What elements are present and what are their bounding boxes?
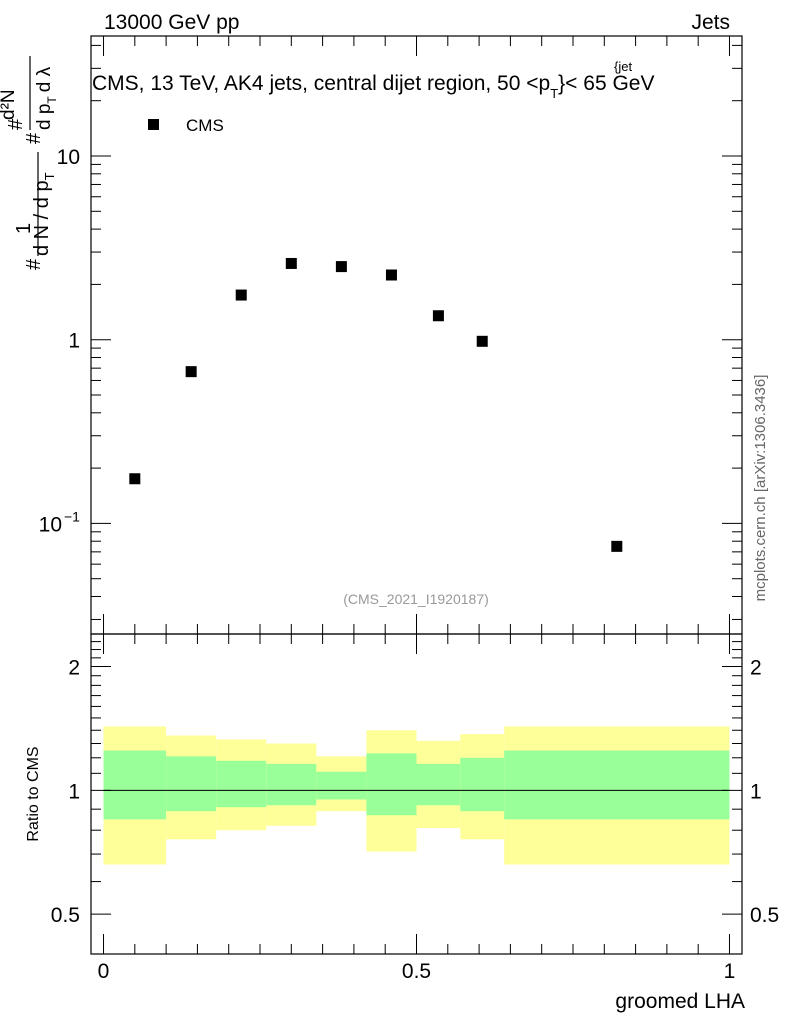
data-point [129, 473, 141, 485]
inner-band-bin [216, 760, 267, 808]
data-point [611, 540, 623, 552]
ratio-y-tick-label-right: 1 [750, 780, 762, 803]
main-y-tick-label: 1 [68, 330, 80, 353]
category-label: Jets [691, 11, 730, 34]
data-point [285, 257, 297, 269]
data-point [385, 269, 397, 281]
svg-text:#: # [5, 118, 27, 130]
ratio-y-tick-label-right: 2 [750, 657, 762, 680]
main-y-tick-label: 10 [39, 513, 62, 536]
x-axis-label: groomed LHA [615, 990, 745, 1013]
data-point [185, 366, 197, 378]
svg-text:#: # [23, 258, 45, 270]
main-axis-ticks [91, 36, 742, 634]
main-y-tick-label: 10 [57, 146, 80, 169]
ratio-y-tick-label-left: 1 [68, 780, 80, 803]
inner-band-bin [366, 753, 417, 816]
inner-band-bin [416, 763, 461, 806]
energy-label: 13000 GeV pp [104, 11, 239, 34]
ratio-y-tick-labels: 0.5 0.5 1 1 2 2 [51, 657, 779, 928]
x-tick-labels: 0 0.5 1 [98, 960, 736, 983]
analysis-watermark: (CMS_2021_I1920187) [343, 591, 489, 607]
x-tick-label: 1 [724, 960, 736, 983]
legend-marker-cms [148, 119, 159, 130]
ratio-y-tick-label-right: 0.5 [750, 904, 779, 927]
main-data-points [129, 257, 623, 552]
ratio-y-tick-label-left: 2 [68, 657, 80, 680]
svg-text:d pTd λ: d pTd λ [34, 66, 59, 130]
svg-text:d²N: d²N [0, 89, 19, 120]
inner-band-bin [266, 763, 317, 806]
main-y-axis-label: # 1 d N / d pT # # d²N d pTd λ [0, 56, 59, 270]
inner-band-bin [504, 750, 730, 820]
svg-text:d N / d pT: d N / d pT [31, 172, 57, 256]
ratio-y-axis-label: Ratio to CMS [25, 746, 42, 841]
ratio-uncertainty-bands [103, 726, 730, 865]
x-tick-label: 0.5 [402, 960, 431, 983]
ratio-axis-ticks [91, 633, 742, 955]
plot-title: CMS, 13 TeV, AK4 jets, central dijet reg… [92, 72, 654, 101]
legend-label-cms: CMS [186, 116, 224, 135]
svg-text:1: 1 [13, 223, 35, 234]
x-tick-label: 0 [98, 960, 110, 983]
ratio-y-tick-label-left: 0.5 [51, 904, 80, 927]
plot-title-superscript: {jet [614, 59, 632, 74]
svg-text:#: # [23, 132, 45, 144]
inner-band-bin [103, 750, 167, 820]
inner-band-bin [166, 756, 217, 812]
side-source-label: mcplots.cern.ch [arXiv:1306.3436] [752, 375, 769, 602]
data-point [432, 310, 444, 322]
inner-band-bin [460, 757, 505, 812]
inner-band-bin [316, 771, 367, 800]
data-point [335, 261, 347, 273]
data-point [235, 289, 247, 301]
main-y-tick-exponent: −1 [64, 508, 80, 524]
data-point [476, 335, 488, 347]
